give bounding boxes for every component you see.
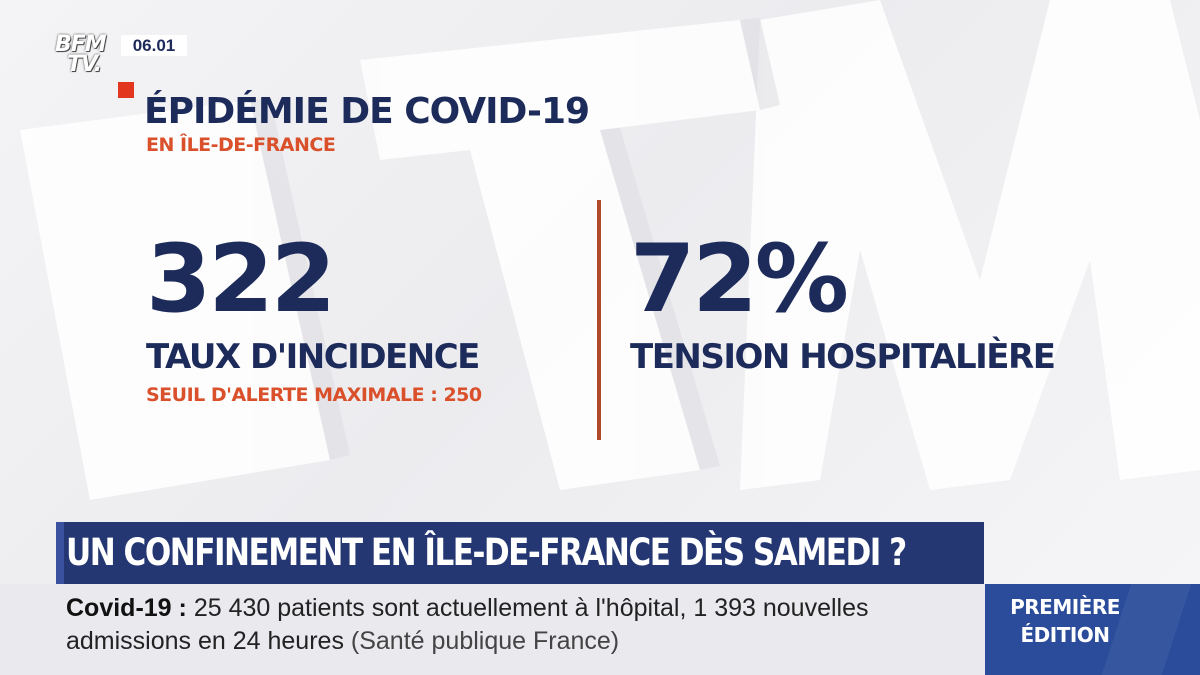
- edition-line2: ÉDITION: [1020, 623, 1110, 647]
- bfmtv-logo: BFM TV.: [55, 34, 115, 88]
- ticker-text: Covid-19 : 25 430 patients sont actuelle…: [66, 592, 966, 658]
- edition-line1: PREMIÈRE: [1010, 595, 1120, 619]
- ticker-source: (Santé publique France): [350, 627, 620, 655]
- edition-panel: [985, 584, 1200, 675]
- hospital-tension-label: TENSION HOSPITALIÈRE: [630, 337, 1056, 377]
- headline-bar: [56, 522, 984, 584]
- clock-time: 06.01: [121, 35, 187, 56]
- headline-text: UN CONFINEMENT EN ÎLE-DE-FRANCE DÈS SAME…: [66, 531, 907, 574]
- ticker-keyword: Covid-19: [66, 594, 172, 622]
- incidence-value: 322: [146, 225, 336, 334]
- ticker-separator: :: [171, 594, 194, 622]
- bfm-watermark-background: [250, 18, 780, 470]
- stat-divider: [597, 200, 601, 440]
- incidence-alert-threshold: SEUIL D'ALERTE MAXIMALE : 250: [146, 384, 482, 406]
- headline-accent: [56, 522, 64, 584]
- ticker-body: 25 430 patients sont actuellement à l'hô…: [66, 594, 869, 655]
- edition-label: PREMIÈRE ÉDITION: [985, 593, 1145, 649]
- logo-text-bfm: BFM: [55, 32, 107, 57]
- incidence-label: TAUX D'INCIDENCE: [146, 337, 480, 377]
- graphic-title: ÉPIDÉMIE DE COVID-19: [144, 91, 590, 132]
- graphic-subtitle: EN ÎLE-DE-FRANCE: [146, 134, 336, 156]
- title-accent-square: [118, 82, 134, 98]
- hospital-tension-value: 72%: [630, 225, 849, 334]
- logo-text-tv: TV.: [67, 52, 102, 77]
